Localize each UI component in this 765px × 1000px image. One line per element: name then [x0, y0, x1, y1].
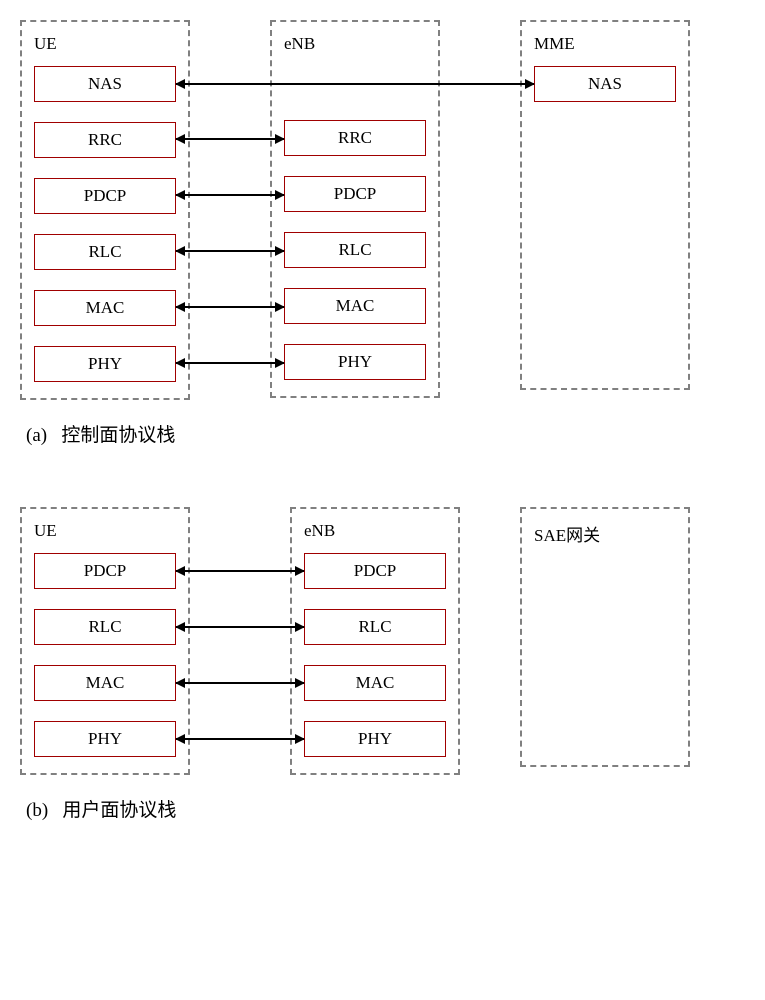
- group-ue: UE PDCP RLC MAC PHY: [20, 507, 190, 775]
- group-enb: eNB RRC PDCP RLC MAC PHY: [270, 20, 440, 398]
- group-label-enb: eNB: [304, 521, 446, 541]
- layer-enb-mac: MAC: [304, 665, 446, 701]
- layer-ue-phy: PHY: [34, 721, 176, 757]
- group-label-ue: UE: [34, 34, 176, 54]
- layer-enb-phy: PHY: [284, 344, 426, 380]
- layer-ue-rlc: RLC: [34, 609, 176, 645]
- caption-a: (a) 控制面协议栈: [26, 420, 745, 447]
- group-ue: UE NAS RRC PDCP RLC MAC PHY: [20, 20, 190, 400]
- layer-ue-rlc: RLC: [34, 234, 176, 270]
- group-label-enb: eNB: [284, 34, 426, 54]
- layer-ue-pdcp: PDCP: [34, 553, 176, 589]
- enb-top-pad: [284, 66, 426, 120]
- layer-ue-phy: PHY: [34, 346, 176, 382]
- control-plane-diagram: UE NAS RRC PDCP RLC MAC PHY eNB RRC PDCP…: [20, 20, 745, 400]
- layer-enb-rlc: RLC: [284, 232, 426, 268]
- layer-enb-pdcp: PDCP: [304, 553, 446, 589]
- layer-enb-phy: PHY: [304, 721, 446, 757]
- group-row: UE NAS RRC PDCP RLC MAC PHY eNB RRC PDCP…: [20, 20, 745, 400]
- caption-a-text: 控制面协议栈: [61, 425, 175, 446]
- layer-ue-pdcp: PDCP: [34, 178, 176, 214]
- caption-b-text: 用户面协议栈: [62, 800, 176, 821]
- layer-ue-nas: NAS: [34, 66, 176, 102]
- group-sae: SAE网关: [520, 507, 690, 767]
- user-plane-diagram: UE PDCP RLC MAC PHY eNB PDCP RLC MAC PHY…: [20, 507, 745, 775]
- group-label-sae: SAE网关: [534, 521, 676, 546]
- caption-b: (b) 用户面协议栈: [26, 795, 745, 822]
- group-mme: MME NAS: [520, 20, 690, 390]
- layer-ue-mac: MAC: [34, 290, 176, 326]
- group-enb: eNB PDCP RLC MAC PHY: [290, 507, 460, 775]
- layer-mme-nas: NAS: [534, 66, 676, 102]
- group-row: UE PDCP RLC MAC PHY eNB PDCP RLC MAC PHY…: [20, 507, 745, 775]
- layer-enb-rrc: RRC: [284, 120, 426, 156]
- layer-enb-mac: MAC: [284, 288, 426, 324]
- group-label-mme: MME: [534, 34, 676, 54]
- layer-ue-mac: MAC: [34, 665, 176, 701]
- caption-a-prefix: (a): [26, 425, 47, 446]
- layer-ue-rrc: RRC: [34, 122, 176, 158]
- caption-b-prefix: (b): [26, 800, 48, 821]
- group-label-ue: UE: [34, 521, 176, 541]
- layer-enb-rlc: RLC: [304, 609, 446, 645]
- layer-enb-pdcp: PDCP: [284, 176, 426, 212]
